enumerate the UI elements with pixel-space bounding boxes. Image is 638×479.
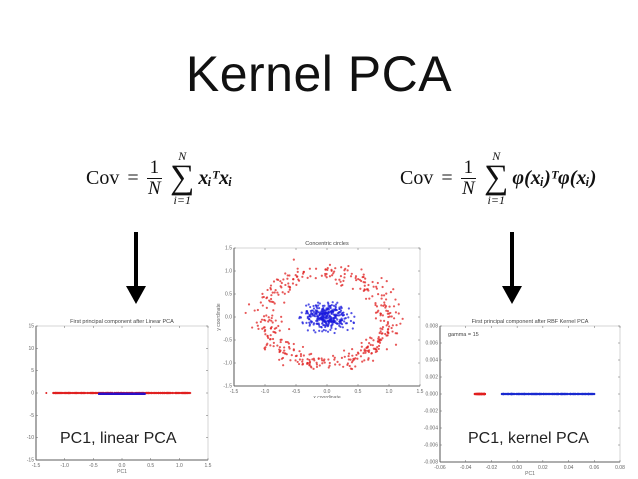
svg-text:First principal component afte: First principal component after Linear P… <box>70 319 174 325</box>
svg-text:0.06: 0.06 <box>589 465 599 471</box>
summation: N ∑ i=1 <box>170 150 194 206</box>
svg-text:-0.5: -0.5 <box>223 338 232 344</box>
cov-label: Cov <box>400 166 434 189</box>
kernel-pca-caption: PC1, kernel PCA <box>468 430 589 447</box>
svg-text:1.5: 1.5 <box>225 246 232 252</box>
svg-text:-1.5: -1.5 <box>230 389 239 395</box>
svg-text:5: 5 <box>31 368 34 374</box>
linear-pca-svg: First principal component after Linear P… <box>27 319 212 473</box>
fraction-denominator: N <box>462 177 475 199</box>
sum-lower-limit: i=1 <box>487 193 505 207</box>
fraction-numerator: 1 <box>460 157 477 179</box>
svg-text:First principal component afte: First principal component after RBF Kern… <box>472 319 589 325</box>
fraction-numerator: 1 <box>146 157 163 179</box>
svg-text:15: 15 <box>28 324 34 330</box>
svg-text:1.5: 1.5 <box>205 463 212 469</box>
svg-text:-0.04: -0.04 <box>460 465 472 471</box>
concentric-circles-plot: Concentric circles -1.5 -1.0 -0.5 0.0 0.5 1.0 1… <box>212 238 427 398</box>
kernel-pca-plot: First principal component after RBF Kern… <box>420 318 635 476</box>
cov-label: Cov <box>86 166 120 189</box>
fraction-denominator: N <box>148 177 161 199</box>
kernel-pca-svg: First principal component after RBF Kern… <box>424 319 625 476</box>
sum-upper-limit: N <box>178 149 187 163</box>
sigma-symbol: ∑ <box>170 159 195 196</box>
summation: N ∑ i=1 <box>484 150 508 206</box>
linear-cov-formula: Cov = 1 N N ∑ i=1 xᵢᵀxᵢ <box>86 150 232 206</box>
svg-text:-5: -5 <box>30 413 35 419</box>
kernel-cov-formula: Cov = 1 N N ∑ i=1 φ(xᵢ)ᵀφ(xᵢ) <box>400 150 596 206</box>
svg-text:0.000: 0.000 <box>425 392 438 398</box>
svg-text:0.0: 0.0 <box>324 389 331 395</box>
svg-text:0.0: 0.0 <box>119 463 126 469</box>
svg-text:-1.0: -1.0 <box>60 463 69 469</box>
svg-text:-1.0: -1.0 <box>223 361 232 367</box>
equals-sign: = <box>441 166 453 189</box>
equals-sign: = <box>127 166 139 189</box>
svg-text:0.00: 0.00 <box>512 465 522 471</box>
concentric-circles-svg: Concentric circles -1.5 -1.0 -0.5 0.0 0.5 1.0 1… <box>216 241 424 398</box>
svg-text:0.08: 0.08 <box>615 465 625 471</box>
svg-text:-0.004: -0.004 <box>424 426 438 432</box>
svg-text:Concentric circles: Concentric circles <box>305 241 349 247</box>
arrow-shaft <box>510 232 514 288</box>
sum-lower-limit: i=1 <box>173 193 191 207</box>
sigma-symbol: ∑ <box>484 159 509 196</box>
arrow-head <box>126 286 146 304</box>
svg-text:PC1: PC1 <box>117 469 127 473</box>
svg-text:-0.02: -0.02 <box>486 465 498 471</box>
svg-text:0.5: 0.5 <box>147 463 154 469</box>
svg-text:-1.5: -1.5 <box>223 384 232 390</box>
linear-pca-plot: First principal component after Linear P… <box>20 318 220 473</box>
svg-text:0.02: 0.02 <box>538 465 548 471</box>
svg-text:gamma = 15: gamma = 15 <box>448 332 479 338</box>
svg-text:0.5: 0.5 <box>225 292 232 298</box>
svg-text:1.0: 1.0 <box>386 389 393 395</box>
svg-text:y coordinate: y coordinate <box>216 303 222 330</box>
arrow-shaft <box>134 232 138 288</box>
svg-text:-1.0: -1.0 <box>261 389 270 395</box>
svg-text:-15: -15 <box>27 458 34 464</box>
svg-text:-0.5: -0.5 <box>89 463 98 469</box>
linear-pca-caption: PC1, linear PCA <box>60 430 177 447</box>
svg-text:0.04: 0.04 <box>564 465 574 471</box>
svg-text:x coordinate: x coordinate <box>313 395 340 398</box>
slide-title: Kernel PCA <box>185 46 453 102</box>
fraction: 1 N <box>460 157 477 199</box>
svg-text:0: 0 <box>31 391 34 397</box>
svg-text:1.5: 1.5 <box>417 389 424 395</box>
svg-text:0.5: 0.5 <box>355 389 362 395</box>
sum-term: φ(xᵢ)ᵀφ(xᵢ) <box>512 166 597 189</box>
svg-text:10: 10 <box>28 346 34 352</box>
svg-text:1.0: 1.0 <box>176 463 183 469</box>
arrow-head <box>502 286 522 304</box>
svg-text:1.0: 1.0 <box>225 269 232 275</box>
svg-text:-0.5: -0.5 <box>292 389 301 395</box>
sum-upper-limit: N <box>492 149 501 163</box>
sum-term: xᵢᵀxᵢ <box>198 166 233 189</box>
svg-text:0.002: 0.002 <box>425 375 438 381</box>
svg-text:0.008: 0.008 <box>425 324 438 330</box>
svg-text:-0.008: -0.008 <box>424 460 438 466</box>
svg-text:-0.006: -0.006 <box>424 443 438 449</box>
svg-text:-1.5: -1.5 <box>32 463 41 469</box>
svg-text:0.006: 0.006 <box>425 341 438 347</box>
fraction: 1 N <box>146 157 163 199</box>
svg-text:-0.002: -0.002 <box>424 409 438 415</box>
svg-text:0.0: 0.0 <box>225 315 232 321</box>
svg-text:0.004: 0.004 <box>425 358 438 364</box>
svg-text:PC1: PC1 <box>525 471 535 476</box>
svg-text:-0.06: -0.06 <box>434 465 446 471</box>
svg-text:-10: -10 <box>27 435 34 441</box>
